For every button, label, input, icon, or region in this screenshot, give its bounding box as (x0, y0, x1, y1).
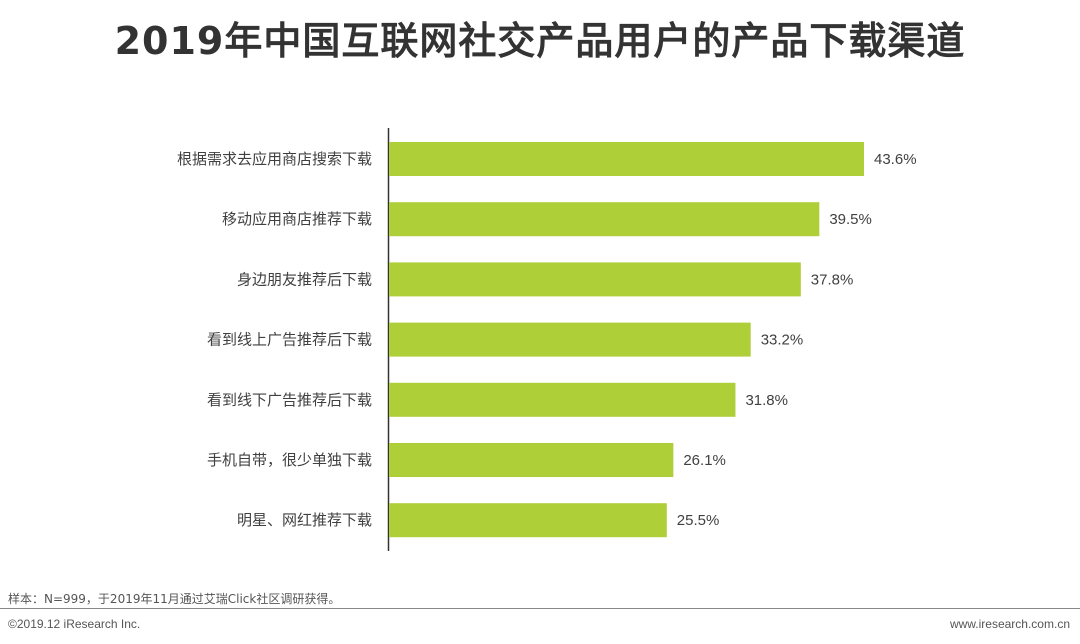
bar-5 (389, 443, 674, 477)
category-label-6: 明星、网红推荐下载 (237, 511, 372, 529)
footer-divider (0, 608, 1080, 609)
bar-4 (389, 382, 736, 417)
value-label-2: 37.8% (811, 271, 854, 288)
bar-2 (389, 262, 801, 297)
category-label-1: 移动应用商店推荐下载 (222, 210, 372, 228)
chart-title: 2019年中国互联网社交产品用户的产品下载渠道 (114, 19, 966, 63)
value-label-3: 33.2% (761, 332, 804, 349)
value-label-1: 39.5% (829, 211, 872, 228)
category-label-0: 根据需求去应用商店搜索下载 (177, 150, 372, 168)
category-label-4: 看到线下广告推荐后下载 (207, 391, 372, 409)
copyright-text: ©2019.12 iResearch Inc. (8, 617, 141, 631)
bar-3 (389, 322, 751, 357)
bar-0 (389, 142, 864, 176)
value-label-5: 26.1% (683, 452, 726, 469)
bar-1 (389, 202, 820, 237)
value-label-4: 31.8% (745, 392, 788, 409)
category-label-2: 身边朋友推荐后下载 (237, 270, 372, 288)
website-link[interactable]: www.iresearch.com.cn (949, 617, 1070, 631)
value-label-6: 25.5% (677, 512, 720, 529)
category-label-3: 看到线上广告推荐后下载 (207, 331, 372, 349)
bar-6 (389, 503, 667, 538)
value-label-0: 43.6% (874, 151, 917, 168)
sample-note: 样本：N=999，于2019年11月通过艾瑞Click社区调研获得。 (8, 592, 341, 606)
category-label-5: 手机自带，很少单独下载 (207, 451, 372, 469)
